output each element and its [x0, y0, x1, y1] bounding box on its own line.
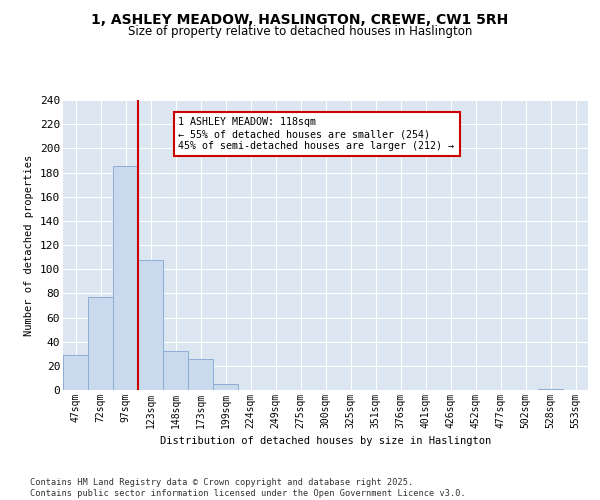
X-axis label: Distribution of detached houses by size in Haslington: Distribution of detached houses by size …: [160, 436, 491, 446]
Text: 1, ASHLEY MEADOW, HASLINGTON, CREWE, CW1 5RH: 1, ASHLEY MEADOW, HASLINGTON, CREWE, CW1…: [91, 12, 509, 26]
Text: Contains HM Land Registry data © Crown copyright and database right 2025.
Contai: Contains HM Land Registry data © Crown c…: [30, 478, 466, 498]
Bar: [63, 355, 88, 390]
Y-axis label: Number of detached properties: Number of detached properties: [25, 154, 34, 336]
Text: 1 ASHLEY MEADOW: 118sqm
← 55% of detached houses are smaller (254)
45% of semi-d: 1 ASHLEY MEADOW: 118sqm ← 55% of detache…: [179, 118, 455, 150]
Bar: [138, 260, 163, 390]
Bar: [213, 384, 238, 390]
Bar: [163, 352, 188, 390]
Bar: [88, 297, 113, 390]
Bar: [188, 358, 213, 390]
Bar: [113, 166, 138, 390]
Bar: [538, 389, 563, 390]
Text: Size of property relative to detached houses in Haslington: Size of property relative to detached ho…: [128, 25, 472, 38]
